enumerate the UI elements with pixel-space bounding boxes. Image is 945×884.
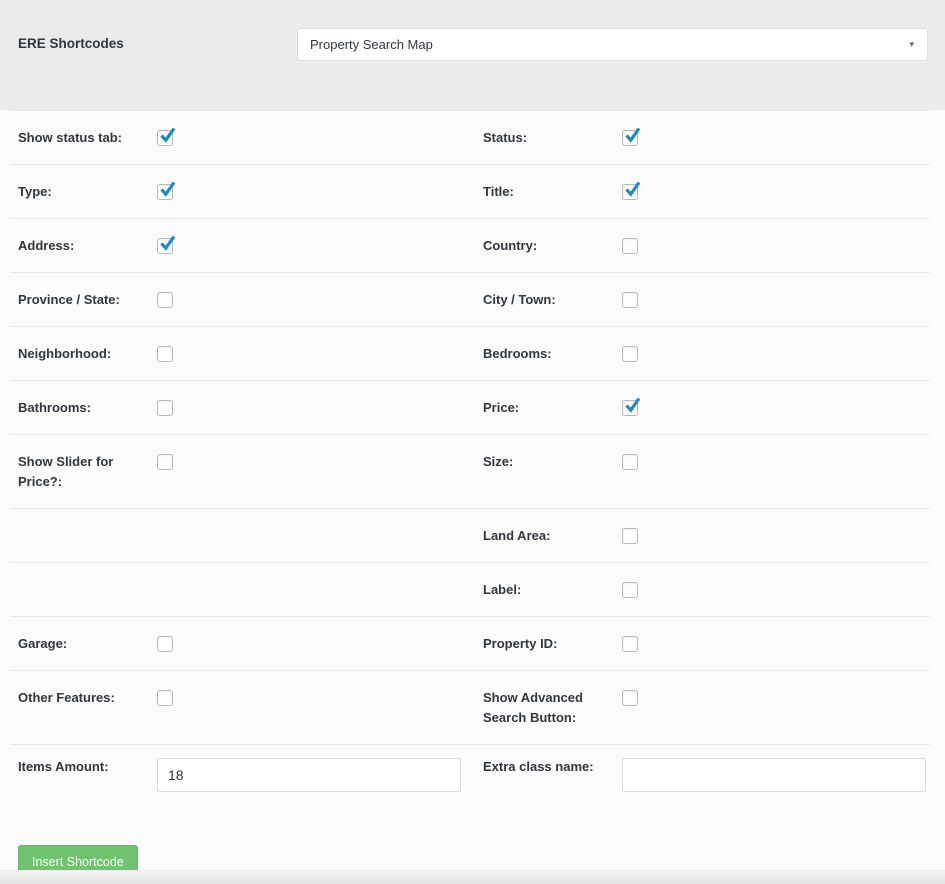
option-row: Show Slider for Price?: Size: — [10, 435, 930, 509]
option-cell-left: Garage: — [10, 634, 483, 654]
shortcode-generator-header: ERE Shortcodes Property Search Map ▾ — [0, 0, 945, 110]
field-label-address: Address: — [18, 238, 75, 253]
chevron-down-icon: ▾ — [909, 39, 914, 49]
option-row: Bathrooms: Price: — [10, 381, 930, 435]
option-cell-right: Property ID: — [483, 634, 930, 654]
check-icon — [160, 235, 176, 251]
field-label-bedrooms: Bedrooms: — [483, 346, 552, 361]
option-cell-right: Size: — [483, 452, 930, 472]
field-label-show-status-tab: Show status tab: — [18, 130, 123, 145]
checkbox-status[interactable] — [622, 127, 641, 146]
option-cell-right: Status: — [483, 127, 930, 148]
field-label-items-amount: Items Amount: — [18, 759, 109, 774]
checkbox-bedrooms[interactable] — [622, 346, 638, 362]
option-cell-left: Items Amount: — [10, 757, 483, 792]
checkbox-bathrooms[interactable] — [157, 400, 173, 416]
field-label-title: Title: — [483, 184, 514, 199]
option-cell-left: Show Slider for Price?: — [10, 452, 483, 492]
checkbox-country[interactable] — [622, 238, 638, 254]
shortcode-type-selected-value: Property Search Map — [310, 37, 433, 52]
option-cell-right: Price: — [483, 397, 930, 418]
option-row: Type: Title: — [10, 165, 930, 219]
panel-title: ERE Shortcodes — [18, 36, 124, 51]
option-cell-left: Province / State: — [10, 290, 483, 310]
option-cell-right: Show Advanced Search Button: — [483, 688, 930, 728]
option-row: Show status tab: Status: — [10, 111, 930, 165]
option-cell-right: City / Town: — [483, 290, 930, 310]
checkbox-garage[interactable] — [157, 636, 173, 652]
check-icon — [160, 127, 176, 143]
checkbox-property-id[interactable] — [622, 636, 638, 652]
checkbox-address[interactable] — [157, 235, 176, 254]
checkbox-price[interactable] — [622, 397, 641, 416]
option-cell-right: Extra class name: — [483, 757, 930, 792]
option-cell-left: Type: — [10, 181, 483, 202]
checkbox-show-slider-for-price[interactable] — [157, 454, 173, 470]
field-label-show-slider-for-price: Show Slider for Price?: — [18, 454, 114, 489]
panel-bottom-edge — [0, 870, 945, 884]
option-row: Label: — [10, 563, 930, 617]
field-label-province-state: Province / State: — [18, 292, 120, 307]
option-row: Province / State: City / Town: — [10, 273, 930, 327]
option-cell-left: Address: — [10, 235, 483, 256]
check-icon — [625, 127, 641, 143]
field-label-price: Price: — [483, 400, 520, 415]
checkbox-label[interactable] — [622, 582, 638, 598]
option-cell-right: Label: — [483, 580, 930, 600]
options-rows: Show status tab: Status: Type: Title: Addres… — [10, 110, 930, 804]
option-row: Address: Country: — [10, 219, 930, 273]
checkbox-land-area[interactable] — [622, 528, 638, 544]
option-cell-left: Neighborhood: — [10, 344, 483, 364]
option-row: Land Area: — [10, 509, 930, 563]
field-label-extra-class-name: Extra class name: — [483, 759, 594, 774]
field-label-property-id: Property ID: — [483, 636, 558, 651]
check-icon — [625, 397, 641, 413]
check-icon — [625, 181, 641, 197]
checkbox-show-status-tab[interactable] — [157, 127, 176, 146]
checkbox-city-town[interactable] — [622, 292, 638, 308]
option-cell-left: Bathrooms: — [10, 398, 483, 418]
option-row: Neighborhood: Bedrooms: — [10, 327, 930, 381]
field-label-neighborhood: Neighborhood: — [18, 346, 112, 361]
check-icon — [160, 181, 176, 197]
input-items-amount[interactable] — [157, 758, 461, 792]
checkbox-size[interactable] — [622, 454, 638, 470]
checkbox-title[interactable] — [622, 181, 641, 200]
field-label-city-town: City / Town: — [483, 292, 556, 307]
option-cell-right: Title: — [483, 181, 930, 202]
field-label-land-area: Land Area: — [483, 528, 551, 543]
option-row: Other Features: Show Advanced Search Butt… — [10, 671, 930, 745]
field-label-status: Status: — [483, 130, 528, 145]
input-extra-class-name[interactable] — [622, 758, 926, 792]
field-label-label: Label: — [483, 582, 522, 597]
field-label-country: Country: — [483, 238, 538, 253]
checkbox-province-state[interactable] — [157, 292, 173, 308]
checkbox-other-features[interactable] — [157, 690, 173, 706]
option-cell-right: Bedrooms: — [483, 344, 930, 364]
field-label-size: Size: — [483, 454, 514, 469]
option-cell-left: Other Features: — [10, 688, 483, 708]
option-cell-right: Country: — [483, 236, 930, 256]
field-label-bathrooms: Bathrooms: — [18, 400, 91, 415]
field-label-other-features: Other Features: — [18, 690, 115, 705]
shortcode-type-select[interactable]: Property Search Map ▾ — [297, 28, 928, 61]
field-label-show-advanced-search-button: Show Advanced Search Button: — [483, 690, 583, 725]
checkbox-show-advanced-search-button[interactable] — [622, 690, 638, 706]
option-cell-left: Show status tab: — [10, 127, 483, 148]
option-cell-right: Land Area: — [483, 526, 930, 546]
field-label-type: Type: — [18, 184, 52, 199]
option-row: Garage: Property ID: — [10, 617, 930, 671]
checkbox-neighborhood[interactable] — [157, 346, 173, 362]
checkbox-type[interactable] — [157, 181, 176, 200]
option-row: Items Amount: Extra class name: — [10, 745, 930, 804]
field-label-garage: Garage: — [18, 636, 68, 651]
